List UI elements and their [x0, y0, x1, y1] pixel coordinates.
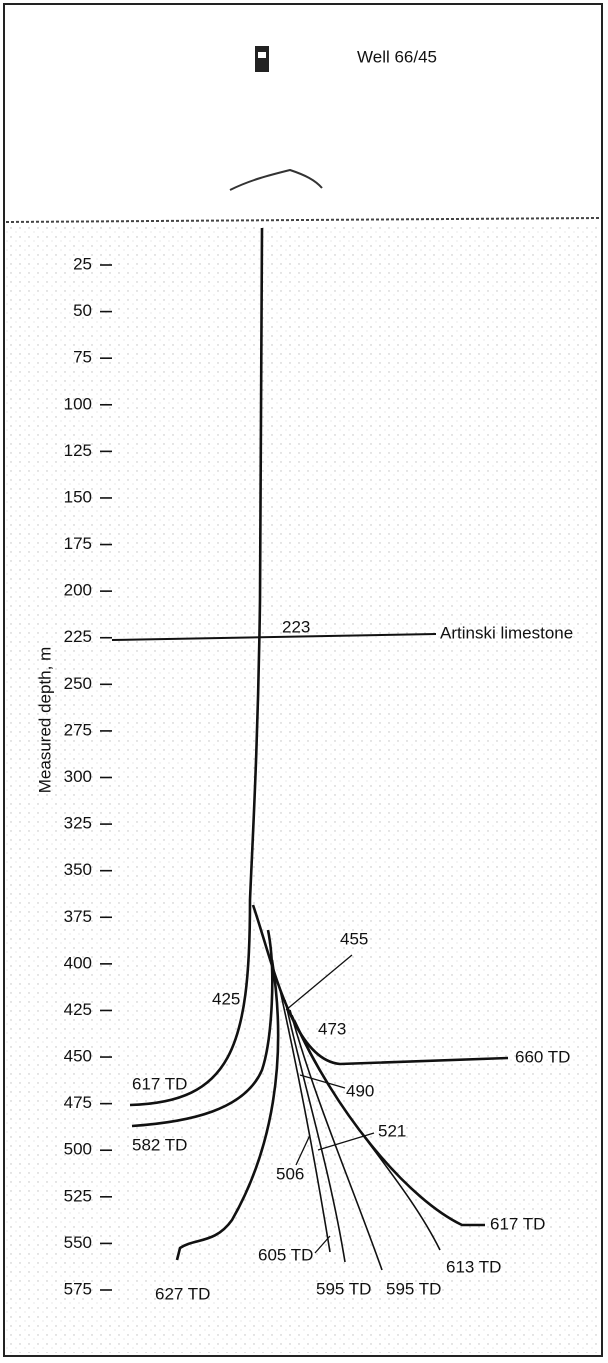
well-path: [279, 989, 331, 1253]
annotation: 660 TD: [515, 1047, 570, 1066]
title: Well 66/45: [357, 47, 437, 66]
depth-tick-label: 200: [64, 581, 92, 600]
depth-tick-label: 225: [64, 627, 92, 646]
annotation: 595 TD: [386, 1279, 441, 1298]
annotation: 455: [340, 929, 368, 948]
well-path: [289, 1009, 383, 1271]
surface-line: [5, 217, 601, 223]
annotation: 521: [378, 1121, 406, 1140]
annotation: 223: [282, 617, 310, 636]
depth-tick-label: 525: [64, 1186, 92, 1205]
annotation: 617 TD: [490, 1214, 545, 1233]
formation-line: [111, 633, 437, 641]
subsurface: [6, 225, 600, 1353]
annotation: 506: [276, 1164, 304, 1183]
depth-tick-label: 150: [64, 487, 92, 506]
depth-tick-label: 575: [64, 1279, 92, 1298]
depth-tick-label: 25: [73, 254, 92, 273]
depth-tick-label: 550: [64, 1233, 92, 1252]
depth-tick-label: 325: [64, 814, 92, 833]
depth-tick-label: 125: [64, 441, 92, 460]
depth-tick-label: 50: [73, 301, 92, 320]
depth-tick-label: 250: [64, 674, 92, 693]
depth-tick-label: 425: [64, 1000, 92, 1019]
depth-tick-label: 475: [64, 1093, 92, 1112]
rig-icon: [255, 46, 269, 72]
annotation: 582 TD: [132, 1135, 187, 1154]
annotation: 425: [212, 989, 240, 1008]
annotation: 595 TD: [316, 1279, 371, 1298]
depth-tick-label: 300: [64, 767, 92, 786]
annotation: 605 TD: [258, 1245, 313, 1264]
depth-tick-label: 450: [64, 1047, 92, 1066]
depth-tick-label: 350: [64, 860, 92, 879]
depth-tick-label: 400: [64, 953, 92, 972]
depth-axis: 25 50 75 100 125 150 175 200 225 250 275 300 325 350 3…: [64, 254, 112, 1298]
y-axis-label: Measured depth, m: [35, 647, 54, 793]
annotation: 490: [346, 1081, 374, 1100]
well-path: [175, 959, 280, 1261]
depth-tick-label: 275: [64, 720, 92, 739]
well-path: [251, 904, 509, 1066]
annotation: 627 TD: [155, 1284, 210, 1303]
annotation: Artinski limestone: [440, 623, 573, 642]
annotation: 613 TD: [446, 1257, 501, 1276]
depth-tick-label: 175: [64, 534, 92, 553]
annotation: 473: [318, 1019, 346, 1038]
well-path: [131, 929, 274, 1128]
well-path: [292, 1019, 485, 1227]
well-path: [284, 999, 346, 1263]
annotation: 617 TD: [132, 1074, 187, 1093]
wellhead-sketch: [229, 168, 323, 191]
leaders: [285, 954, 375, 1254]
depth-tick-label: 75: [73, 348, 92, 367]
depth-tick-label: 500: [64, 1140, 92, 1159]
depth-tick-label: 375: [64, 907, 92, 926]
depth-tick-label: 100: [64, 394, 92, 413]
well-path: [129, 227, 264, 1107]
